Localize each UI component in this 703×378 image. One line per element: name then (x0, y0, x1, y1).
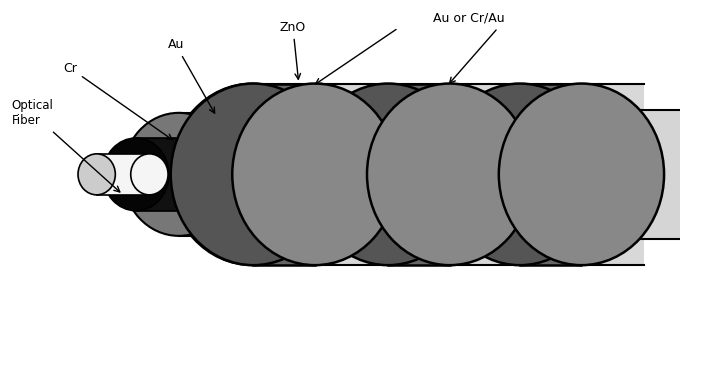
Ellipse shape (306, 84, 471, 265)
Text: Au: Au (167, 38, 214, 113)
Ellipse shape (131, 154, 168, 195)
Bar (179, 113, 287, 236)
Text: Optical
Fiber: Optical Fiber (12, 99, 120, 192)
Text: Cr: Cr (63, 62, 172, 139)
Bar (680, 28, 703, 378)
Bar (610, 110, 703, 239)
Bar (388, 84, 450, 265)
Ellipse shape (78, 154, 115, 195)
Ellipse shape (175, 138, 241, 211)
Bar (520, 84, 581, 265)
Text: Au or Cr/Au: Au or Cr/Au (433, 12, 505, 25)
Ellipse shape (232, 84, 397, 265)
Ellipse shape (437, 84, 602, 265)
Ellipse shape (171, 84, 336, 265)
Bar (253, 84, 315, 265)
Bar (96, 154, 149, 195)
Ellipse shape (231, 113, 343, 236)
Bar (252, 84, 645, 265)
Bar (136, 138, 208, 211)
Text: ZnO: ZnO (280, 21, 306, 79)
Ellipse shape (499, 84, 664, 265)
Ellipse shape (169, 84, 335, 265)
Ellipse shape (367, 84, 532, 265)
Ellipse shape (103, 138, 169, 211)
Ellipse shape (123, 113, 235, 236)
